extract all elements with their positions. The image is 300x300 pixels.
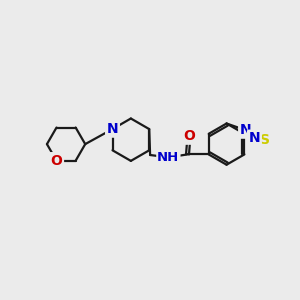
Text: NH: NH xyxy=(157,151,179,164)
Text: N: N xyxy=(240,123,251,137)
Text: O: O xyxy=(51,154,62,168)
Text: N: N xyxy=(249,131,260,145)
Text: S: S xyxy=(260,133,269,147)
Text: O: O xyxy=(183,129,195,143)
Text: N: N xyxy=(107,122,118,136)
